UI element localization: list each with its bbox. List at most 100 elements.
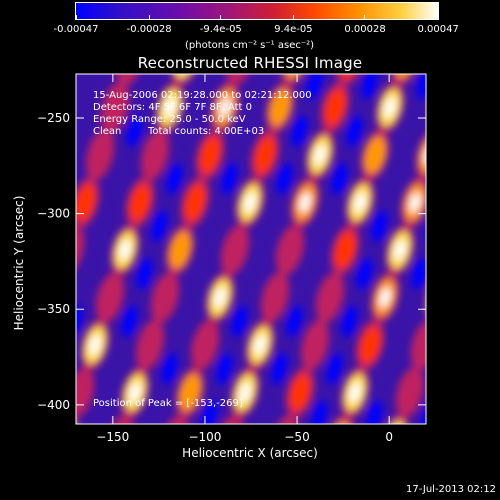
colorbar-unit-label: (photons cm⁻² s⁻¹ asec⁻²) xyxy=(185,40,315,51)
heatmap-blob xyxy=(346,115,363,147)
heatmap-blob xyxy=(311,400,328,424)
heatmap-blob xyxy=(10,372,39,414)
colorbar-tick-label: 0.00047 xyxy=(417,24,459,35)
heatmap-blob xyxy=(194,326,216,364)
colorbar-tick-mark xyxy=(220,15,222,20)
heatmap-blob xyxy=(424,209,446,244)
heatmap-blob xyxy=(436,222,475,279)
heatmap-blob xyxy=(178,49,193,71)
colorbar-tick-mark xyxy=(292,15,294,20)
heatmap-blob xyxy=(21,317,60,374)
heatmap-blob xyxy=(6,364,45,421)
heatmap-blob xyxy=(254,335,266,355)
heatmap-blob xyxy=(481,79,500,136)
heatmap-blob xyxy=(264,278,286,317)
peak-position-label: Position of Peak = [-153,-269] xyxy=(93,398,243,409)
heatmap-blob xyxy=(453,49,468,71)
heatmap-blob xyxy=(469,66,491,101)
heatmap-blob xyxy=(104,88,126,127)
heatmap-blob xyxy=(306,74,323,100)
y-tick-label: −300 xyxy=(37,207,70,221)
heatmap-blob xyxy=(221,163,238,195)
heatmap-blob xyxy=(184,183,206,222)
heatmap-blob xyxy=(276,163,293,195)
plot-frame xyxy=(75,73,427,425)
x-axis-title: Heliocentric X (arcsec) xyxy=(182,446,318,460)
heatmap-blob xyxy=(411,258,426,290)
heatmap-blob xyxy=(126,115,143,147)
heatmap-blob xyxy=(299,192,311,213)
heatmap-blob xyxy=(214,287,226,308)
colorbar xyxy=(75,2,439,20)
footer-timestamp: 17-Jul-2013 02:12 xyxy=(405,484,496,495)
heatmap-blob xyxy=(426,79,465,136)
y-tick-label: −350 xyxy=(37,302,70,316)
detectors-label: Detectors: 4F 5F 6F 7F 8F, Att 0 xyxy=(93,102,252,113)
heatmap-blob xyxy=(379,287,391,308)
heatmap-blob xyxy=(89,335,101,355)
heatmap-blob xyxy=(169,231,191,269)
heatmap-blob xyxy=(219,97,231,118)
chart-title: Reconstructed RHESSI Image xyxy=(137,54,363,72)
heatmap-blob xyxy=(199,136,221,174)
heatmap-blob xyxy=(466,127,500,184)
colorbar-tick-mark xyxy=(437,15,439,20)
heatmap-blob xyxy=(89,136,111,174)
y-tick-label: −400 xyxy=(37,398,70,412)
heatmap-blob xyxy=(231,305,248,337)
heatmap-blob xyxy=(99,278,121,317)
heatmap-blob xyxy=(289,373,311,412)
x-tick-label: −150 xyxy=(96,430,129,444)
colorbar-tick-label: 0.00028 xyxy=(344,24,386,35)
heatmap-blob xyxy=(254,136,276,174)
heatmap-blob xyxy=(478,144,493,166)
heatmap-blob xyxy=(470,134,499,176)
heatmap-blob xyxy=(399,373,421,412)
heatmap-blob xyxy=(441,32,480,89)
heatmap-blob xyxy=(244,192,256,213)
heatmap-blob xyxy=(239,382,251,403)
heatmap-blob xyxy=(425,277,454,319)
heatmap-blob xyxy=(449,304,471,339)
heatmap-blob xyxy=(314,145,326,165)
heatmap-blob xyxy=(319,278,341,317)
heatmap-blob xyxy=(394,240,406,260)
heatmap-blob xyxy=(121,305,138,337)
heatmap-blob xyxy=(36,269,75,326)
heatmap-blob xyxy=(154,278,176,317)
heatmap-blob xyxy=(279,231,301,269)
obs-time-label: 15-Aug-2006 02:19:28.000 to 02:21:12.000 xyxy=(93,90,312,101)
heatmap-blob xyxy=(496,32,500,89)
heatmap-blob xyxy=(224,231,246,269)
heatmap-blob xyxy=(341,305,358,337)
heatmap-blob xyxy=(494,161,500,196)
energy-range-label: Energy Range: 25.0 - 50.0 keV xyxy=(93,114,246,125)
heatmap-blob xyxy=(291,115,308,147)
heatmap-blob xyxy=(164,97,176,118)
y-axis-title: Heliocentric Y (arcsec) xyxy=(12,195,26,331)
heatmap-blob xyxy=(76,183,96,222)
colorbar-tick-mark xyxy=(148,15,150,20)
heatmap-blob xyxy=(166,163,183,195)
heatmap-blob xyxy=(433,287,448,309)
heatmap-blob xyxy=(25,324,54,366)
heatmap-blob xyxy=(354,192,366,213)
heatmap-blob xyxy=(288,49,303,71)
heatmap-blob xyxy=(304,326,326,364)
heatmap-blob xyxy=(269,88,291,127)
heatmap-blob xyxy=(129,382,141,403)
heatmap-blob xyxy=(139,326,161,364)
y-tick-label: −250 xyxy=(37,111,70,125)
heatmap-blob xyxy=(334,231,356,269)
heatmap-blob xyxy=(454,114,476,149)
heatmap-blob xyxy=(76,305,83,337)
heatmap-blob xyxy=(331,163,348,195)
heatmap-blob xyxy=(366,400,383,424)
heatmap-blob xyxy=(430,87,459,129)
heatmap-blob xyxy=(445,39,474,81)
x-tick-label: 0 xyxy=(385,430,393,444)
heatmap-blob xyxy=(440,229,469,271)
heatmap-blob xyxy=(485,87,500,129)
heatmap-blob xyxy=(216,353,233,385)
